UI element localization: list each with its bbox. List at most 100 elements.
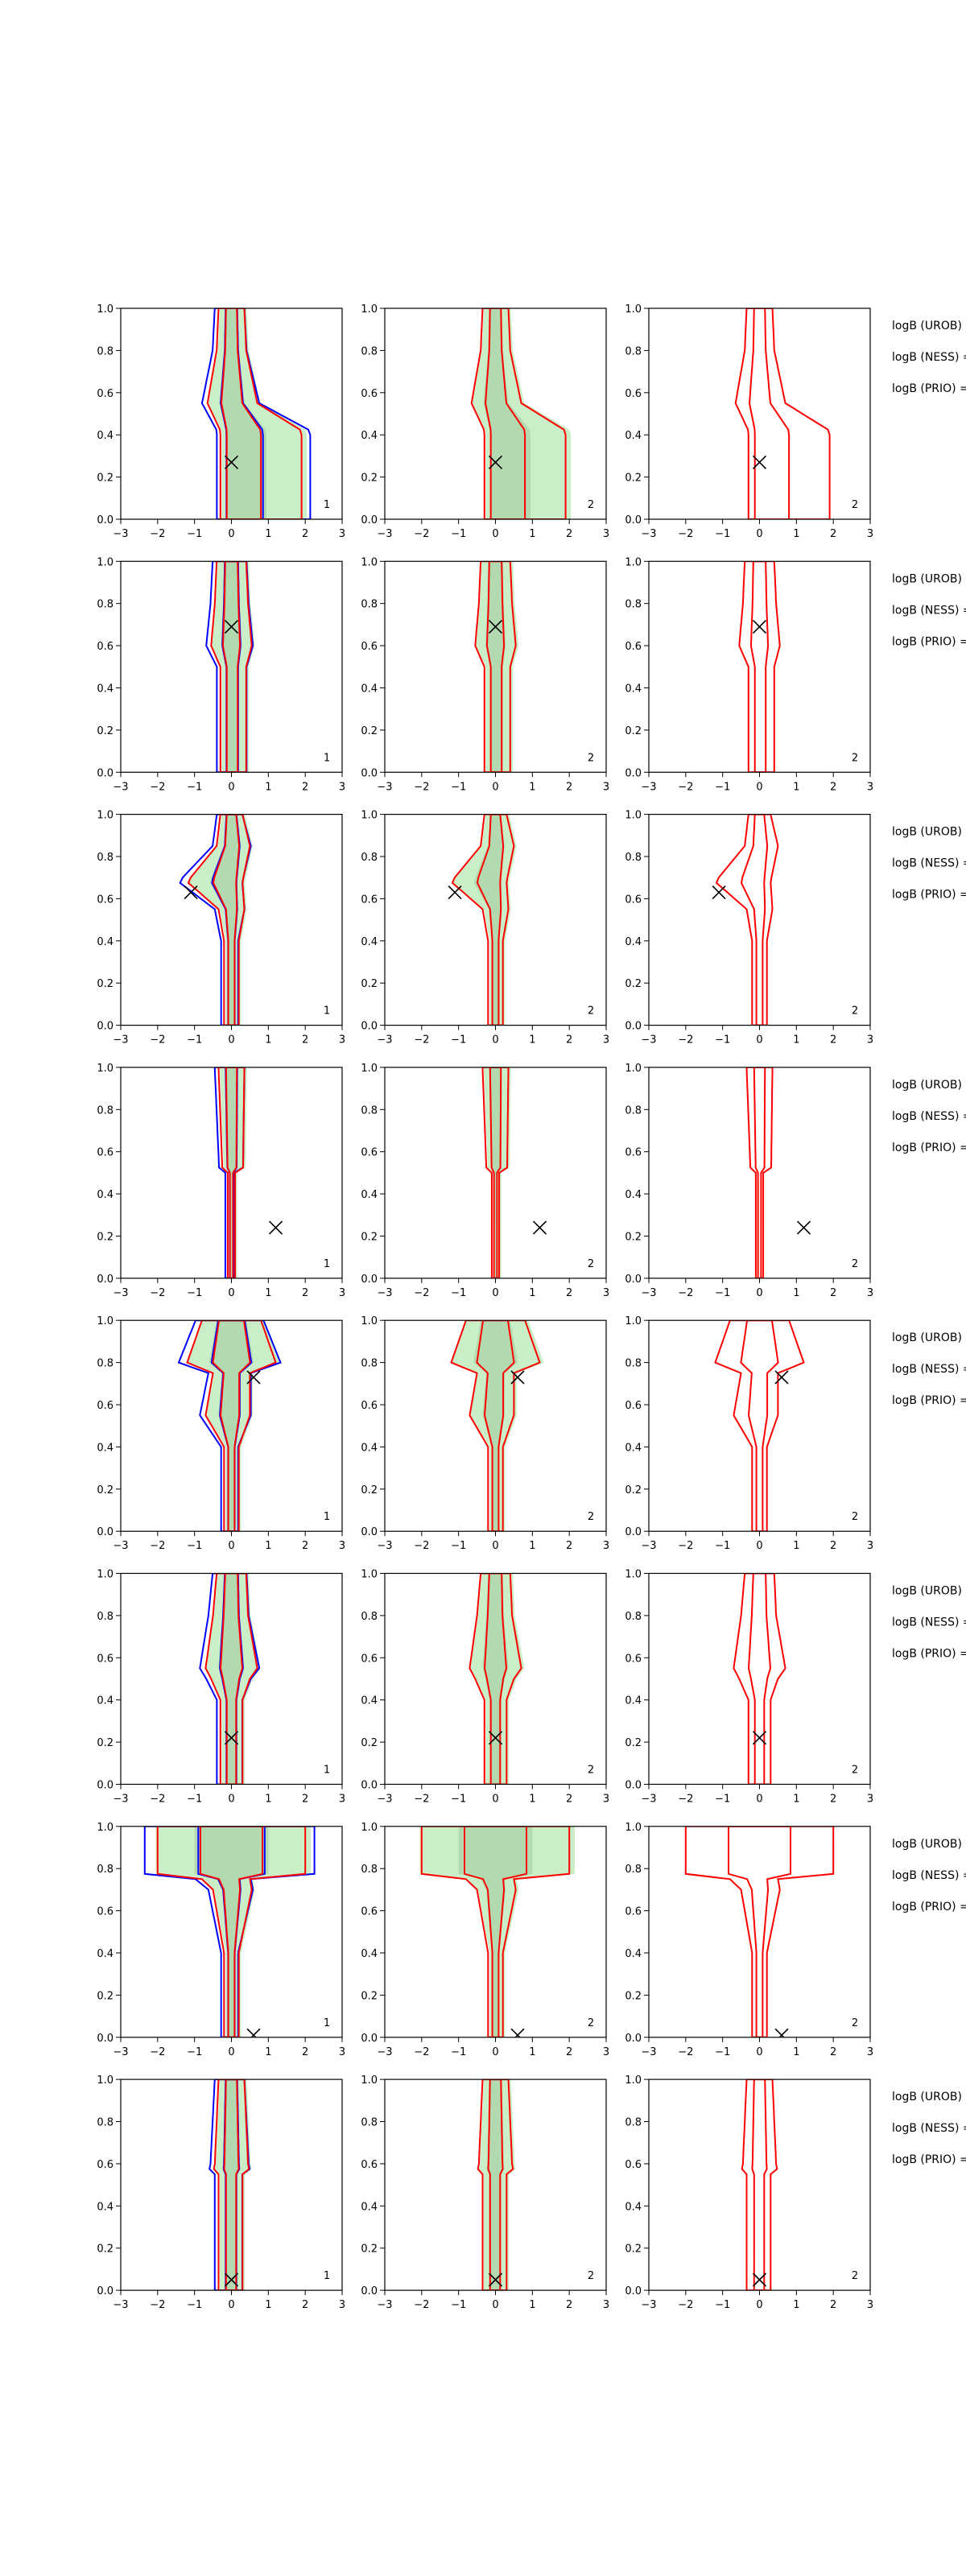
- x-tick-label: −1: [715, 1794, 730, 1806]
- y-tick-label: 0.4: [97, 1695, 114, 1707]
- axes-frame: [648, 1067, 871, 1279]
- truth-marker: [752, 455, 767, 469]
- y-tick-label: 0.8: [361, 2117, 378, 2129]
- x-tick-label: 1: [265, 1794, 271, 1806]
- x-tick-label: −1: [715, 1287, 730, 1299]
- x-tick-label: 1: [793, 2046, 799, 2058]
- x-tick-label: 0: [228, 528, 234, 540]
- y-tick-label: 0.0: [97, 1274, 114, 1286]
- y-tick-label: 0.2: [361, 1737, 378, 1749]
- x-tick-label: 2: [302, 781, 308, 793]
- posterior-fill-outer: [452, 814, 517, 1026]
- truth-marker: [752, 1731, 767, 1745]
- y-tick-label: 0.4: [625, 1695, 642, 1707]
- axes-frame: [648, 1572, 871, 1785]
- panel-tag: 2: [852, 499, 858, 511]
- y-tick-label: 0.4: [625, 1189, 642, 1201]
- y-tick-label: 0.2: [625, 1484, 642, 1496]
- plot-area: [179, 814, 253, 1026]
- y-tick-label: 0.6: [625, 641, 642, 653]
- y-tick-label: 0.8: [361, 852, 378, 864]
- panel-tag: 2: [852, 1005, 858, 1018]
- x-tick-label: −2: [414, 1287, 429, 1299]
- x-tick-label: 3: [339, 781, 345, 793]
- y-tick-label: 0.0: [361, 2033, 378, 2045]
- panel-tag: 1: [324, 1765, 330, 1777]
- y-tick-label: 0.8: [625, 2117, 642, 2129]
- x-tick-label: 3: [339, 1034, 345, 1046]
- row-label: logB (NESS) =: [892, 2122, 966, 2135]
- y-tick-label: 0.6: [97, 894, 114, 906]
- subplot-r1-c3: −3 −2 −1 0 1 2 3 0.0 0.2 0.4 0.6 0.8 1.0 2: [625, 303, 873, 540]
- y-tick-label: 0.2: [625, 473, 642, 485]
- contour-red-outer: [715, 814, 779, 1026]
- y-tick-label: 0.4: [361, 2201, 378, 2213]
- x-tick-label: −1: [451, 781, 466, 793]
- x-tick-label: −2: [150, 2299, 165, 2311]
- contour-red-inner: [747, 1573, 772, 1785]
- contour-red-outer: [738, 561, 781, 773]
- y-tick-label: 0.8: [97, 599, 114, 611]
- plot-area: [213, 1067, 283, 1278]
- y-tick-label: 0.8: [625, 852, 642, 864]
- axes-frame: [648, 813, 871, 1026]
- posterior-fill-inner: [194, 1826, 269, 2037]
- x-tick-label: −2: [150, 1540, 165, 1552]
- y-tick-label: 0.2: [625, 1737, 642, 1749]
- x-tick-label: −3: [641, 1540, 656, 1552]
- truth-marker: [510, 2028, 525, 2037]
- posterior-fill-inner: [473, 1320, 518, 1532]
- posterior-fill-outer: [206, 1573, 261, 1785]
- x-tick-label: 3: [867, 1540, 873, 1552]
- panel-tag: 2: [588, 2270, 594, 2282]
- truth-marker: [246, 2028, 261, 2037]
- y-tick-label: 1.0: [97, 303, 114, 316]
- x-tick-label: 1: [529, 2046, 535, 2058]
- truth-marker: [224, 619, 239, 634]
- x-tick-label: −3: [113, 2046, 128, 2058]
- x-tick-label: −1: [715, 781, 730, 793]
- x-tick-label: 3: [603, 1034, 609, 1046]
- y-tick-label: 0.4: [625, 2201, 642, 2213]
- x-tick-label: 1: [793, 528, 799, 540]
- y-tick-label: 1.0: [361, 1822, 378, 1834]
- x-tick-label: −3: [113, 1540, 128, 1552]
- x-tick-label: 3: [603, 2046, 609, 2058]
- x-tick-label: 3: [603, 528, 609, 540]
- truth-marker: [774, 2028, 789, 2037]
- x-tick-label: −3: [377, 1287, 392, 1299]
- y-tick-label: 0.2: [361, 1990, 378, 2002]
- x-tick-label: −1: [715, 2299, 730, 2311]
- subplot-r4-c2: −3 −2 −1 0 1 2 3 0.0 0.2 0.4 0.6 0.8 1.0 2: [361, 1063, 609, 1299]
- y-tick-label: 0.4: [625, 936, 642, 948]
- y-tick-label: 1.0: [97, 2074, 114, 2087]
- x-tick-label: 1: [529, 528, 535, 540]
- posterior-fill-inner: [489, 1067, 502, 1278]
- y-tick-label: 0.2: [625, 1232, 642, 1244]
- x-tick-label: −2: [150, 2046, 165, 2058]
- x-tick-label: 0: [228, 1287, 234, 1299]
- row-label: logB (PRIO) =: [892, 1394, 966, 1407]
- x-tick-label: −1: [451, 1034, 466, 1046]
- subplot-r1-c1: −3 −2 −1 0 1 2 3 0.0 0.2 0.4 0.6 0.8 1.0 1: [97, 303, 345, 540]
- y-tick-label: 0.4: [97, 1189, 114, 1201]
- y-tick-label: 0.0: [625, 1021, 642, 1033]
- y-tick-label: 1.0: [361, 556, 378, 568]
- y-tick-label: 1.0: [361, 1063, 378, 1075]
- x-tick-label: 1: [529, 1794, 535, 1806]
- row-label: logB (PRIO) =: [892, 635, 966, 648]
- row-label: logB (PRIO) =: [892, 1901, 966, 1913]
- y-tick-label: 0.2: [97, 1484, 114, 1496]
- x-tick-label: −1: [715, 1034, 730, 1046]
- x-tick-label: −1: [187, 1794, 202, 1806]
- x-tick-label: 2: [830, 1540, 836, 1552]
- y-tick-label: 0.2: [361, 978, 378, 990]
- y-tick-label: 1.0: [625, 1822, 642, 1834]
- x-tick-label: 2: [830, 781, 836, 793]
- axes-frame: [648, 308, 871, 520]
- row-label: logB (PRIO) =: [892, 1648, 966, 1661]
- plot-area: [143, 1826, 316, 2037]
- x-tick-label: 3: [867, 1034, 873, 1046]
- x-tick-label: −3: [113, 528, 128, 540]
- row-label: logB (UROB) =: [892, 1838, 966, 1851]
